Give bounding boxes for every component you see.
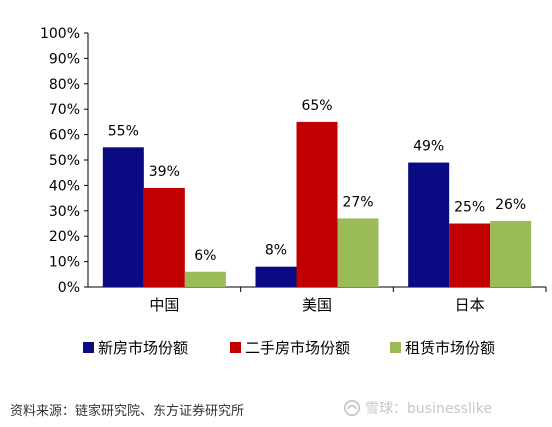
chart-axes: 0% 10% 20% 30% 40% 50% 60% 70% 80% 90% 100% 中国 美国 日本: [40, 26, 547, 314]
chart-legend: 新房市场份额 二手房市场份额 租赁市场份额: [83, 339, 495, 357]
bar: [255, 266, 297, 287]
data-label: 8%: [265, 243, 287, 259]
legend-swatch: [230, 342, 241, 353]
legend-swatch: [83, 342, 94, 353]
bar-chart: 0%10%20%30%40%50%60%70%80%90%100%中国 美国 日本 …: [40, 26, 547, 357]
y-tick-label: 40%: [49, 178, 80, 194]
data-label: 25%: [454, 200, 485, 216]
y-tick-label: 0%: [58, 280, 80, 296]
legend-label: 租赁市场份额: [405, 339, 495, 357]
watermark-text: 雪球：businesslike: [365, 401, 493, 417]
legend-label: 新房市场份额: [98, 339, 188, 357]
data-label: 55%: [108, 123, 139, 139]
x-tick-label: 日本: [455, 296, 485, 314]
bar: [184, 271, 226, 287]
y-tick-label: 20%: [49, 229, 80, 245]
x-tick-label: 中国: [149, 296, 179, 314]
bar: [102, 147, 144, 287]
y-tick-label: 10%: [49, 255, 80, 271]
bar: [143, 187, 185, 287]
bar: [449, 223, 491, 287]
data-label: 6%: [194, 248, 216, 264]
y-tick-label: 50%: [49, 153, 80, 169]
y-tick-label: 80%: [49, 77, 80, 93]
source-note: 资料来源：链家研究院、东方证券研究所: [10, 404, 245, 419]
data-label: 65%: [301, 98, 332, 114]
data-label: 49%: [413, 139, 444, 155]
x-tick-label: 美国: [302, 296, 332, 314]
legend-label: 二手房市场份额: [245, 339, 350, 357]
chart-bars: [102, 121, 532, 288]
data-label: 39%: [149, 164, 180, 180]
data-label: 26%: [495, 197, 526, 213]
bar: [296, 121, 338, 288]
watermark: 雪球：businesslike: [343, 398, 492, 418]
y-tick-label: 60%: [49, 128, 80, 144]
bar: [337, 218, 379, 287]
chart-data-labels: 55% 39% 6% 8% 65% 27% 49% 25% 26%: [108, 98, 526, 264]
data-label: 27%: [342, 194, 373, 210]
y-tick-label: 90%: [49, 51, 80, 67]
bar: [408, 162, 450, 287]
legend-swatch: [390, 342, 401, 353]
y-tick-label: 30%: [49, 204, 80, 220]
bar: [490, 220, 532, 287]
y-tick-label: 100%: [40, 26, 80, 42]
y-tick-label: 70%: [49, 102, 80, 118]
snowball-logo-icon: [343, 399, 361, 417]
